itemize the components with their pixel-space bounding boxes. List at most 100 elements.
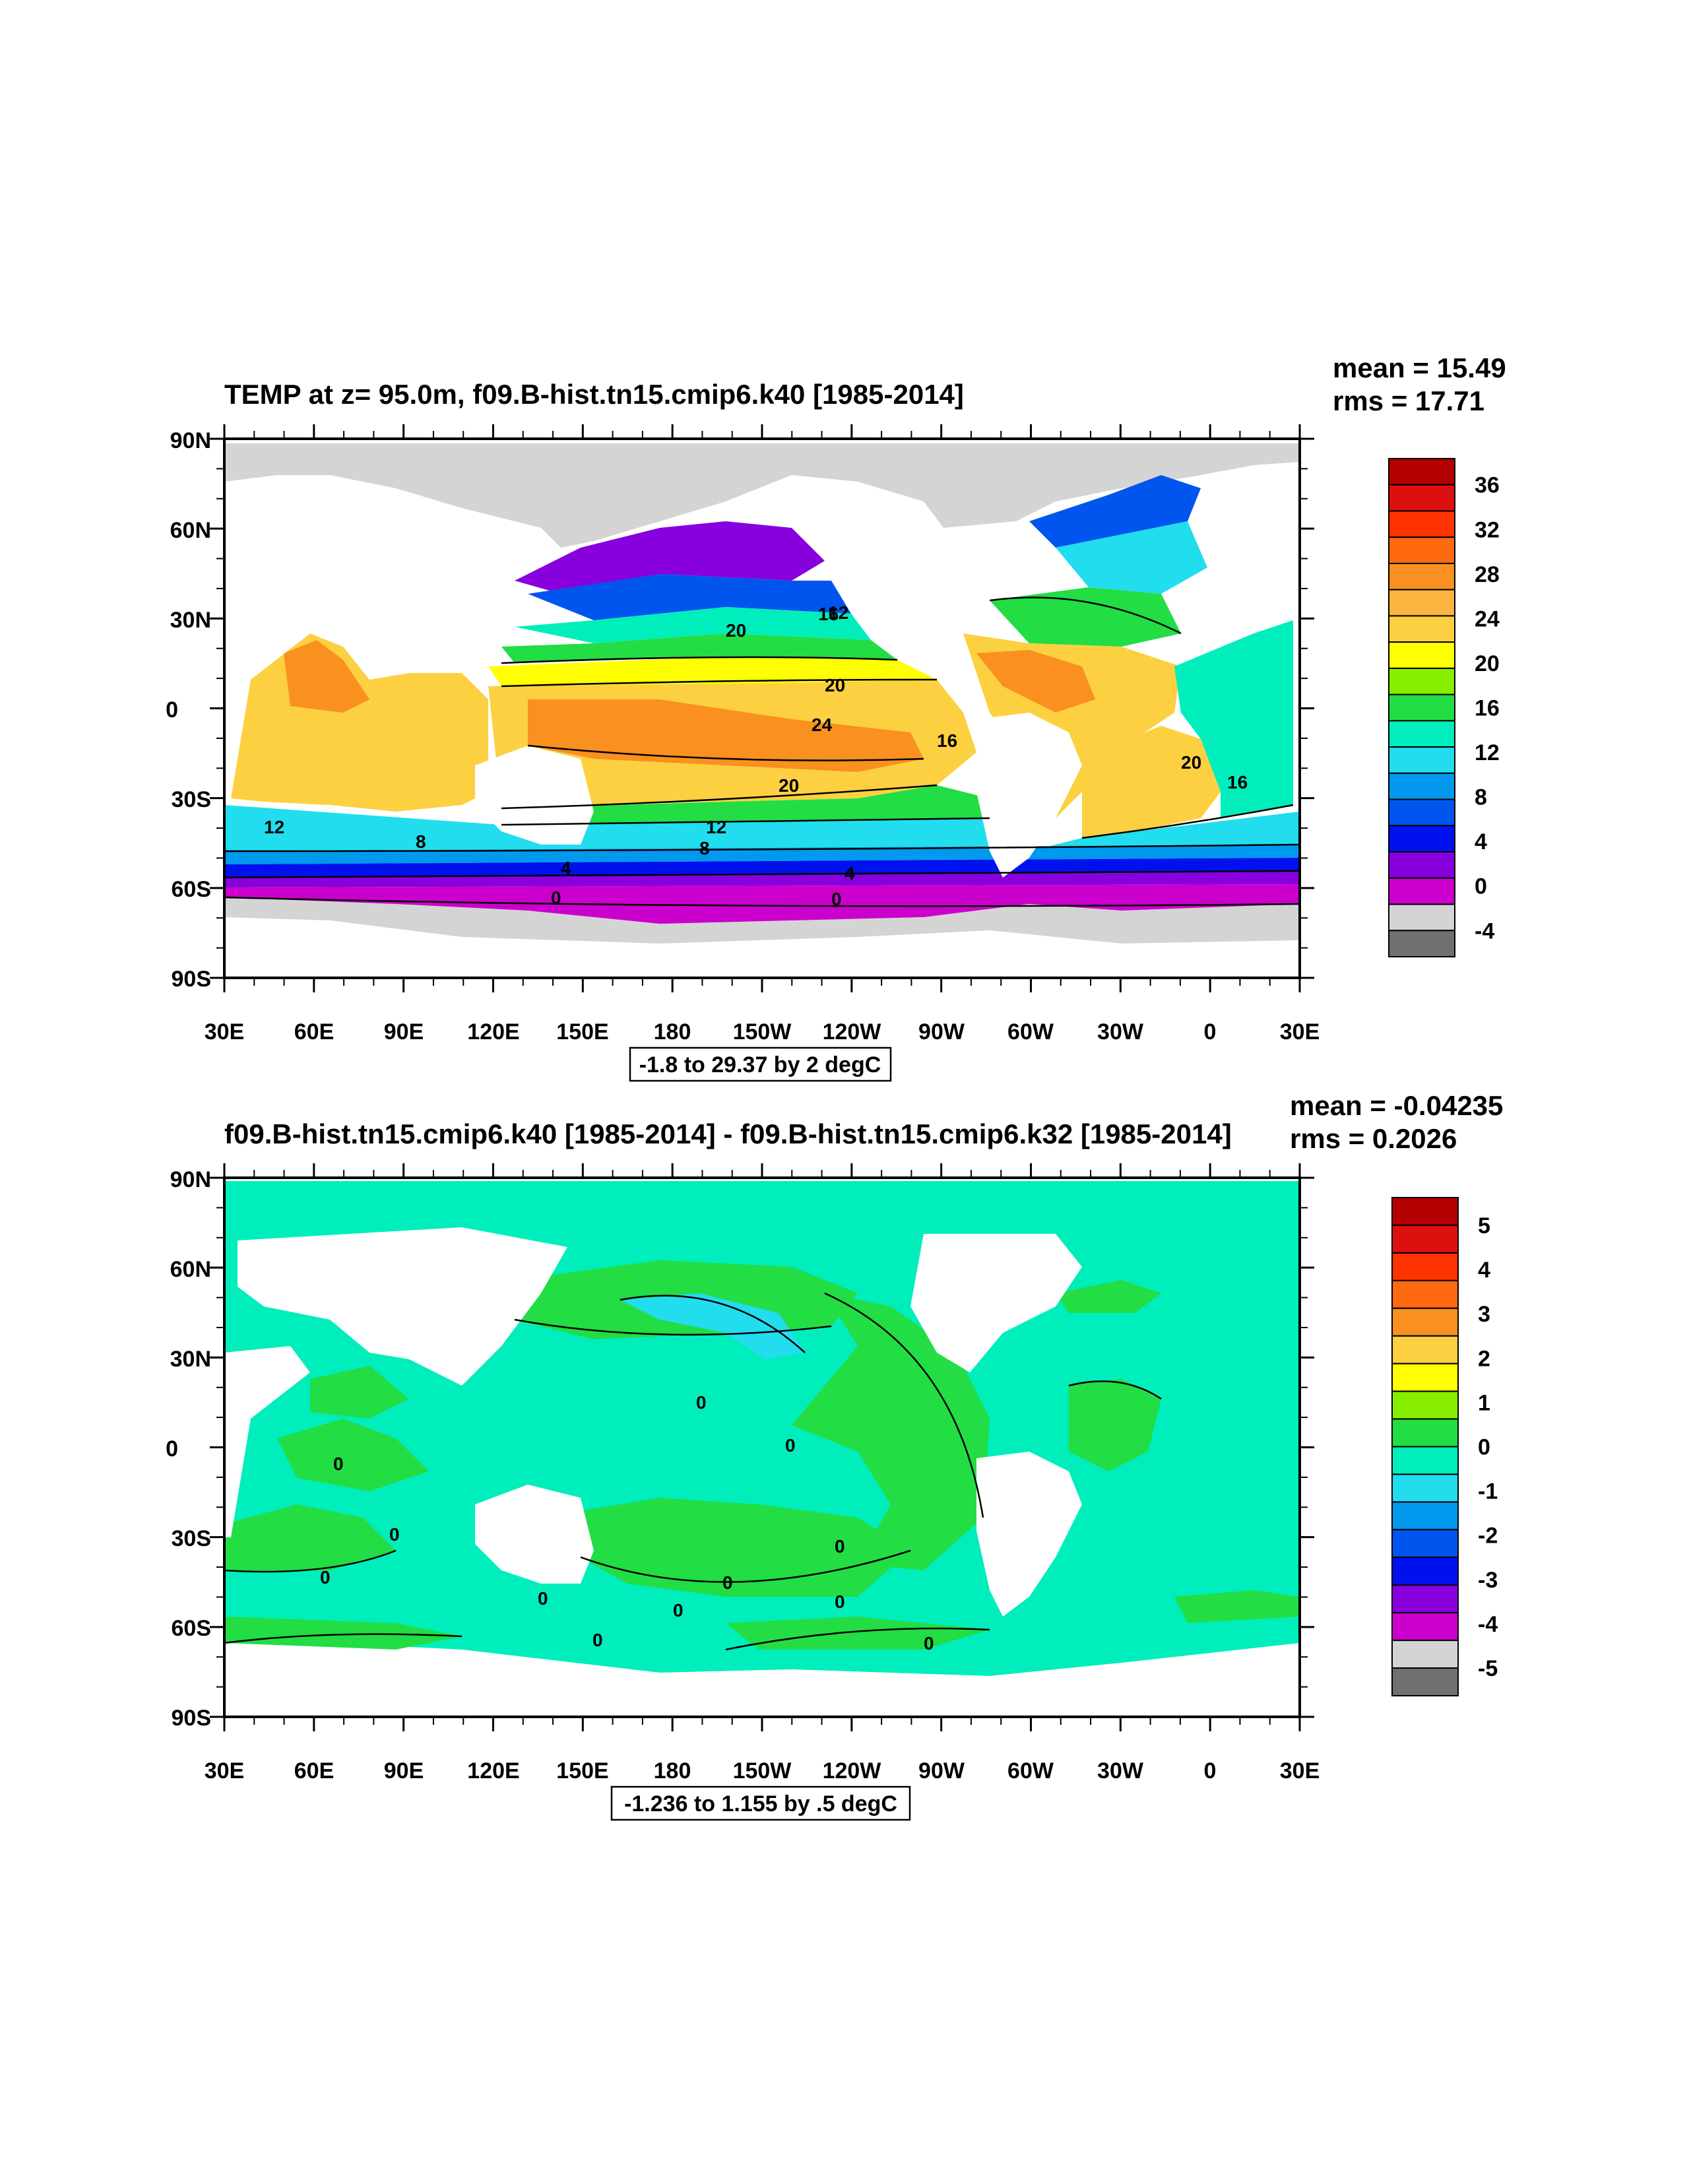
colorbar-swatch — [1388, 851, 1455, 879]
top-colorbar: 36 32 28 24 20 16 12 8 4 0 -4 — [1388, 458, 1500, 958]
colorbar-label: 4 — [1478, 1258, 1490, 1283]
colorbar-label: -4 — [1478, 1612, 1498, 1637]
colorbar-label: 32 — [1475, 517, 1500, 542]
bottom-range-text: -1.236 to 1.155 by .5 degC — [624, 1791, 897, 1816]
bottom-lon-label: 120W — [823, 1758, 882, 1783]
top-lon-label: 180 — [654, 1019, 691, 1044]
bottom-lat-label: 90S — [172, 1706, 212, 1731]
bottom-lon-label: 150W — [733, 1758, 792, 1783]
top-contour-label: 24 — [812, 715, 833, 735]
bottom-contour-label: 0 — [696, 1392, 707, 1413]
top-contour-label: 16 — [818, 604, 839, 624]
colorbar-swatch — [1388, 746, 1455, 774]
colorbar-label: 0 — [1478, 1435, 1490, 1460]
top-pacific-cold-north — [515, 521, 825, 594]
bottom-indian-green — [224, 1504, 396, 1570]
colorbar-label: 16 — [1475, 696, 1500, 721]
bottom-colorbar: 5 4 3 2 1 0 -1 -2 -3 -4 -5 — [1391, 1197, 1498, 1697]
colorbar-label: -5 — [1478, 1656, 1498, 1681]
colorbar-swatch — [1391, 1501, 1459, 1531]
top-lon-label: 90W — [918, 1019, 965, 1044]
top-lat-labels: 90N 60N 30N 0 30S 60S 90S — [166, 428, 211, 992]
top-title: TEMP at z= 95.0m, f09.B-hist.tn15.cmip6.… — [224, 379, 964, 410]
top-pacific-cyan-north — [515, 607, 871, 643]
colorbar-swatch — [1388, 562, 1455, 591]
top-atlantic-north-cold — [1029, 475, 1201, 548]
bottom-lat-label: 90N — [170, 1167, 211, 1192]
bottom-east-pacific-green — [792, 1293, 990, 1570]
top-lon-label: 150E — [556, 1019, 608, 1044]
colorbar-swatch — [1391, 1612, 1459, 1642]
colorbar-swatch — [1388, 825, 1455, 853]
top-lat-label: 30N — [170, 608, 211, 633]
top-south-america — [976, 713, 1082, 878]
top-lon-label: 150W — [733, 1019, 792, 1044]
colorbar-swatch — [1388, 641, 1455, 669]
top-atlantic-south — [1082, 726, 1221, 838]
bottom-lon-label: 60E — [294, 1758, 335, 1783]
bottom-australia — [475, 1485, 594, 1584]
colorbar-swatch — [1391, 1307, 1459, 1337]
colorbar-label: -1 — [1478, 1479, 1498, 1504]
top-contour-label: 12 — [706, 817, 726, 837]
bottom-lat-label: 60N — [170, 1257, 211, 1282]
bottom-lat-labels: 90N 60N 30N 0 30S 60S 90S — [166, 1167, 211, 1731]
top-contour-label: 8 — [699, 838, 710, 858]
colorbar-label: 20 — [1475, 651, 1500, 676]
top-lon-label: 60W — [1007, 1019, 1054, 1044]
top-range-box — [629, 1046, 892, 1082]
colorbar-label: 36 — [1475, 473, 1500, 498]
colorbar-swatch — [1388, 510, 1455, 538]
top-lat-label: 60S — [172, 877, 212, 902]
bottom-panel: f09.B-hist.tn15.cmip6.k40 [1985-2014] - … — [166, 1090, 1503, 1821]
top-antarctic-land — [224, 897, 1300, 944]
colorbar-swatch — [1391, 1363, 1459, 1392]
top-southern-purple — [224, 871, 1300, 887]
top-atlantic-north-green — [990, 587, 1181, 647]
top-arctic-land — [224, 443, 1300, 548]
top-lat-label: 90S — [172, 967, 212, 992]
top-southern-cyan — [224, 805, 1300, 851]
top-lat-label: 60N — [170, 518, 211, 543]
top-lon-label: 60E — [294, 1019, 335, 1044]
top-lat-label: 30S — [172, 787, 212, 812]
top-lat-label: 0 — [166, 697, 178, 723]
bottom-eurasia — [238, 1227, 567, 1386]
colorbar-swatch — [1391, 1557, 1459, 1586]
colorbar-swatch — [1388, 903, 1455, 932]
bottom-lon-label: 90W — [918, 1758, 965, 1783]
colorbar-label: 8 — [1475, 785, 1487, 810]
bottom-lon-label: 150E — [556, 1758, 608, 1783]
top-contour-label: 12 — [828, 602, 848, 623]
top-pacific-yellow-north — [488, 657, 937, 686]
top-contour-label: 4 — [561, 858, 571, 878]
top-pacific-blue-north — [528, 574, 851, 620]
colorbar-swatch — [1391, 1473, 1459, 1503]
bottom-contour-label: 0 — [673, 1600, 684, 1621]
top-lon-labels: 30E 60E 90E 120E 150E 180 150W 120W 90W … — [205, 1019, 1320, 1044]
bottom-lon-labels: 30E 60E 90E 120E 150E 180 150W 120W 90W … — [205, 1758, 1320, 1783]
bottom-lon-label: 120E — [467, 1758, 519, 1783]
bottom-contour-labels: 0 0 0 0 0 0 0 0 0 0 0 0 — [320, 1392, 934, 1654]
top-contour-label: 20 — [779, 775, 799, 796]
colorbar-swatch — [1388, 536, 1455, 564]
bottom-contour-label: 0 — [722, 1572, 733, 1593]
top-ticks — [210, 424, 1314, 992]
bottom-southern-green-2 — [726, 1617, 990, 1650]
bottom-lon-label: 90E — [384, 1758, 424, 1783]
colorbar-swatch — [1391, 1390, 1459, 1420]
bottom-contour-label: 0 — [835, 1536, 845, 1557]
top-contour-label: 4 — [844, 863, 855, 883]
colorbar-swatch — [1391, 1279, 1459, 1309]
bottom-lat-label: 30N — [170, 1347, 211, 1372]
top-contour-label: 12 — [264, 817, 284, 837]
bottom-contour-label: 0 — [538, 1588, 548, 1609]
bottom-contour-label: 0 — [389, 1524, 400, 1545]
bottom-lon-label: 30E — [1280, 1758, 1320, 1783]
colorbar-swatch — [1391, 1335, 1459, 1365]
top-contour-label: 0 — [831, 889, 842, 909]
colorbar-label: 5 — [1478, 1213, 1490, 1238]
colorbar-label: 2 — [1478, 1346, 1490, 1371]
colorbar-label: -2 — [1478, 1524, 1498, 1549]
top-contour-label: 20 — [825, 675, 845, 695]
